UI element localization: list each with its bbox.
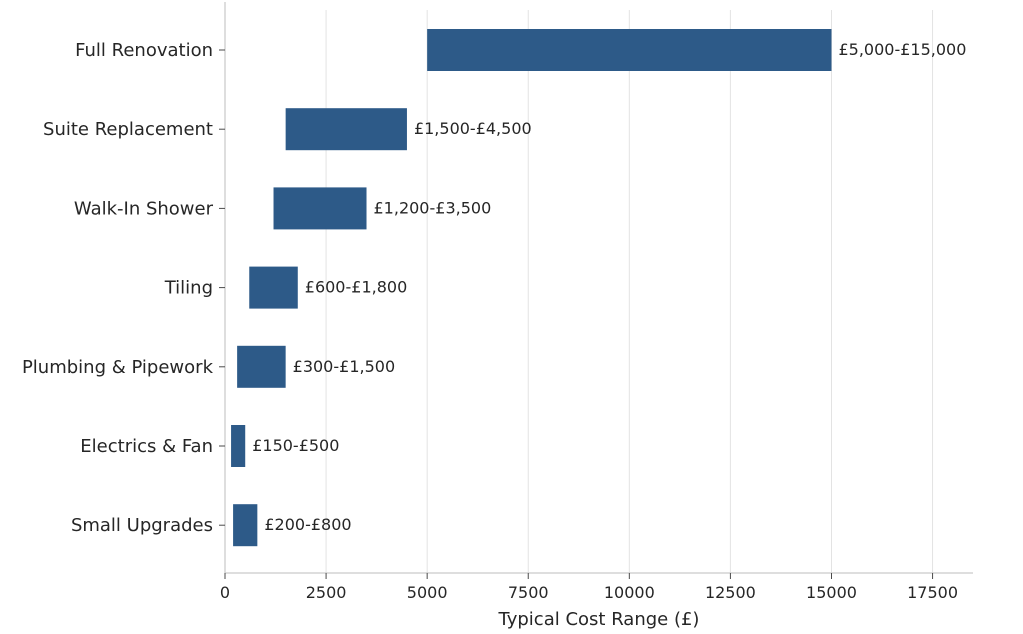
bar-data-label: £200-£800: [264, 515, 351, 534]
x-tick-label: 17500: [907, 583, 958, 602]
range-bar: [273, 187, 367, 230]
x-tick-label: 15000: [806, 583, 857, 602]
range-bar: [249, 266, 298, 309]
y-tick-label: Suite Replacement: [43, 119, 213, 140]
range-bar: [233, 504, 258, 547]
bar-data-label: £1,200-£3,500: [374, 198, 492, 217]
x-tick-label: 7500: [508, 583, 549, 602]
bar-data-label: £5,000-£15,000: [838, 40, 966, 59]
y-tick-label: Small Upgrades: [71, 515, 213, 536]
x-axis-title: Typical Cost Range (£): [498, 609, 700, 630]
bar-data-label: £150-£500: [252, 436, 339, 455]
range-bar: [285, 108, 407, 151]
x-tick-label: 12500: [705, 583, 756, 602]
x-tick-label: 10000: [604, 583, 655, 602]
x-tick-label: 5000: [407, 583, 448, 602]
bar-data-label: £1,500-£4,500: [414, 119, 532, 138]
range-bar: [231, 425, 246, 467]
x-tick-label: 0: [220, 583, 230, 602]
y-tick-label: Walk-In Shower: [74, 198, 214, 219]
y-tick-label: Tiling: [164, 278, 213, 299]
y-tick-label: Full Renovation: [75, 40, 213, 61]
x-tick-label: 2500: [306, 583, 347, 602]
range-bar: [427, 29, 832, 71]
y-tick-label: Electrics & Fan: [80, 436, 213, 457]
y-tick-label: Plumbing & Pipework: [22, 357, 214, 378]
bar-data-label: £300-£1,500: [293, 357, 395, 376]
range-bar: [237, 345, 286, 388]
bar-data-label: £600-£1,800: [305, 278, 407, 297]
